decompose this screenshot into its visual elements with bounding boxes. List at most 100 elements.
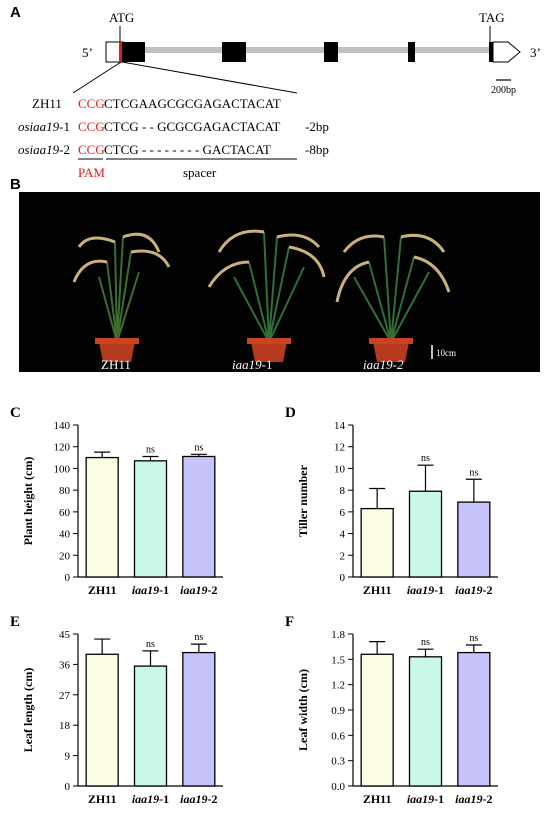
bar-iaa19-2 — [182, 651, 216, 787]
photo-scale-label: 10cm — [436, 348, 456, 358]
y-tick-label: 0.3 — [331, 756, 345, 768]
panel-letter: C — [10, 405, 21, 421]
chart-tiller-number: D Tiller number 0 2 4 6 8 10 12 14 ZH11 ns iaa19-1 ns… — [275, 395, 550, 605]
panel-letter: D — [285, 405, 296, 421]
x-tick-label: iaa19-1 — [132, 792, 169, 806]
three-prime-label: 3’ — [530, 45, 541, 60]
gene-structure-svg: ATG TAG 5’ 3’ 200bp ZH11 CCG CTCGAAGCGCG… — [18, 10, 541, 180]
panel-letter: E — [10, 614, 20, 630]
utr-3 — [492, 41, 521, 63]
y-tick-label: 10 — [334, 463, 346, 475]
exon-2 — [222, 42, 246, 62]
seq-osiaa19-2: CTCG - - - - - - - - GACTACAT — [104, 142, 271, 157]
significance-label: ns — [469, 633, 478, 644]
panel-letter-a: A — [10, 4, 21, 21]
seq-zh11: CTCGAAGCGCGAGACTACAT — [104, 96, 281, 111]
five-prime-label: 5’ — [82, 45, 93, 60]
y-tick-label: 140 — [54, 420, 71, 432]
y-tick-label: 6 — [340, 507, 346, 519]
significance-label: ns — [421, 637, 430, 648]
plant-photo: 10cm ZH11 iaa19-1 iaa19-2 — [19, 192, 540, 372]
y-tick-label: 40 — [59, 529, 71, 541]
exon-4 — [408, 42, 415, 62]
row-name-osiaa19-1: osiaa19-1 — [18, 119, 70, 134]
significance-label: ns — [146, 444, 155, 455]
y-tick-label: 0.0 — [331, 781, 345, 793]
y-tick-label: 12 — [334, 442, 345, 454]
pam-seq-osiaa19-1: CCG — [78, 119, 105, 134]
pam-seq-osiaa19-2: CCG — [78, 142, 105, 157]
y-tick-label: 1.2 — [331, 680, 345, 692]
zoom-line-right — [121, 61, 298, 94]
y-axis-label: Leaf length (cm) — [21, 668, 35, 753]
y-tick-label: 8 — [340, 485, 346, 497]
y-tick-label: 2 — [340, 550, 346, 562]
x-tick-label: iaa19-1 — [407, 792, 444, 806]
y-tick-label: 45 — [59, 629, 71, 641]
y-tick-label: 1.8 — [331, 629, 345, 641]
y-tick-label: 0 — [340, 572, 346, 584]
spacer-label: spacer — [183, 165, 217, 180]
pam-label: PAM — [78, 165, 105, 180]
row-name-zh11: ZH11 — [32, 96, 62, 111]
chart-tiller-number-svg: D Tiller number 0 2 4 6 8 10 12 14 ZH11 ns iaa19-1 ns… — [285, 405, 498, 597]
note-osiaa19-2: -8bp — [305, 142, 329, 157]
x-tick-label: ZH11 — [88, 583, 117, 597]
pam-seq-zh11: CCG — [78, 96, 105, 111]
photo-label-zh11: ZH11 — [101, 357, 131, 372]
chart-leaf-width-svg: F Leaf width (cm) 0.0 0.3 0.6 0.9 1.2 1.5 1.8 ZH1… — [285, 614, 498, 806]
x-tick-label: ZH11 — [88, 792, 117, 806]
x-tick-label: iaa19-2 — [455, 583, 492, 597]
panel-letter: F — [285, 614, 294, 630]
bar-ZH11 — [360, 507, 394, 578]
zoom-line-left — [72, 61, 122, 94]
chart-plant-height-svg: C Plant height (cm) 0 20 40 60 80 100 120 140 ZH11… — [10, 405, 223, 597]
plant-zh11 — [72, 232, 171, 362]
x-tick-label: iaa19-2 — [455, 792, 492, 806]
bar-iaa19-2 — [457, 651, 491, 787]
y-tick-label: 0 — [65, 572, 71, 584]
scale-label: 200bp — [491, 85, 516, 96]
gene-structure-panel: A ATG TAG 5’ 3’ 200bp ZH11 CCG CTCGAAGCG… — [0, 0, 550, 190]
y-tick-label: 36 — [59, 659, 71, 671]
y-tick-label: 0.6 — [331, 730, 345, 742]
y-tick-label: 100 — [54, 463, 71, 475]
y-tick-label: 120 — [54, 442, 71, 454]
tag-label: TAG — [479, 10, 505, 25]
y-tick-label: 80 — [59, 485, 71, 497]
exon-1 — [122, 42, 145, 62]
bar-iaa19-1 — [408, 656, 443, 787]
y-tick-label: 14 — [334, 420, 346, 432]
atg-label: ATG — [109, 10, 134, 25]
exon-5 — [489, 42, 493, 62]
bar-iaa19-2 — [457, 501, 491, 578]
significance-label: ns — [194, 442, 203, 453]
photo-label-iaa19-1: iaa19-1 — [232, 357, 272, 372]
exon-3 — [324, 42, 338, 62]
y-tick-label: 60 — [59, 507, 71, 519]
bar-iaa19-1 — [133, 460, 168, 578]
significance-label: ns — [469, 467, 478, 478]
y-tick-label: 0 — [65, 781, 71, 793]
bar-ZH11 — [360, 653, 394, 787]
x-tick-label: ZH11 — [363, 792, 392, 806]
y-tick-label: 9 — [65, 751, 71, 763]
y-axis-label: Plant height (cm) — [21, 457, 35, 546]
y-tick-label: 0.9 — [331, 705, 345, 717]
significance-label: ns — [146, 639, 155, 650]
y-tick-label: 1.5 — [331, 654, 345, 666]
atg-marker — [119, 42, 122, 62]
y-axis-label: Leaf width (cm) — [296, 669, 310, 751]
x-tick-label: iaa19-1 — [407, 583, 444, 597]
significance-label: ns — [421, 453, 430, 464]
chart-leaf-width: F Leaf width (cm) 0.0 0.3 0.6 0.9 1.2 1.5 1.8 ZH1… — [275, 604, 550, 814]
y-tick-label: 20 — [59, 550, 71, 562]
y-axis-label: Tiller number — [296, 464, 310, 537]
panel-letter-b: B — [10, 176, 21, 193]
chart-leaf-length: E Leaf length (cm) 0 9 18 27 36 45 ZH11 ns iaa19-1… — [0, 604, 275, 814]
intron-line — [143, 47, 493, 53]
x-tick-label: iaa19-2 — [180, 583, 217, 597]
bar-ZH11 — [85, 456, 119, 578]
significance-label: ns — [194, 632, 203, 643]
chart-leaf-length-svg: E Leaf length (cm) 0 9 18 27 36 45 ZH11 ns iaa19-1… — [10, 614, 223, 806]
